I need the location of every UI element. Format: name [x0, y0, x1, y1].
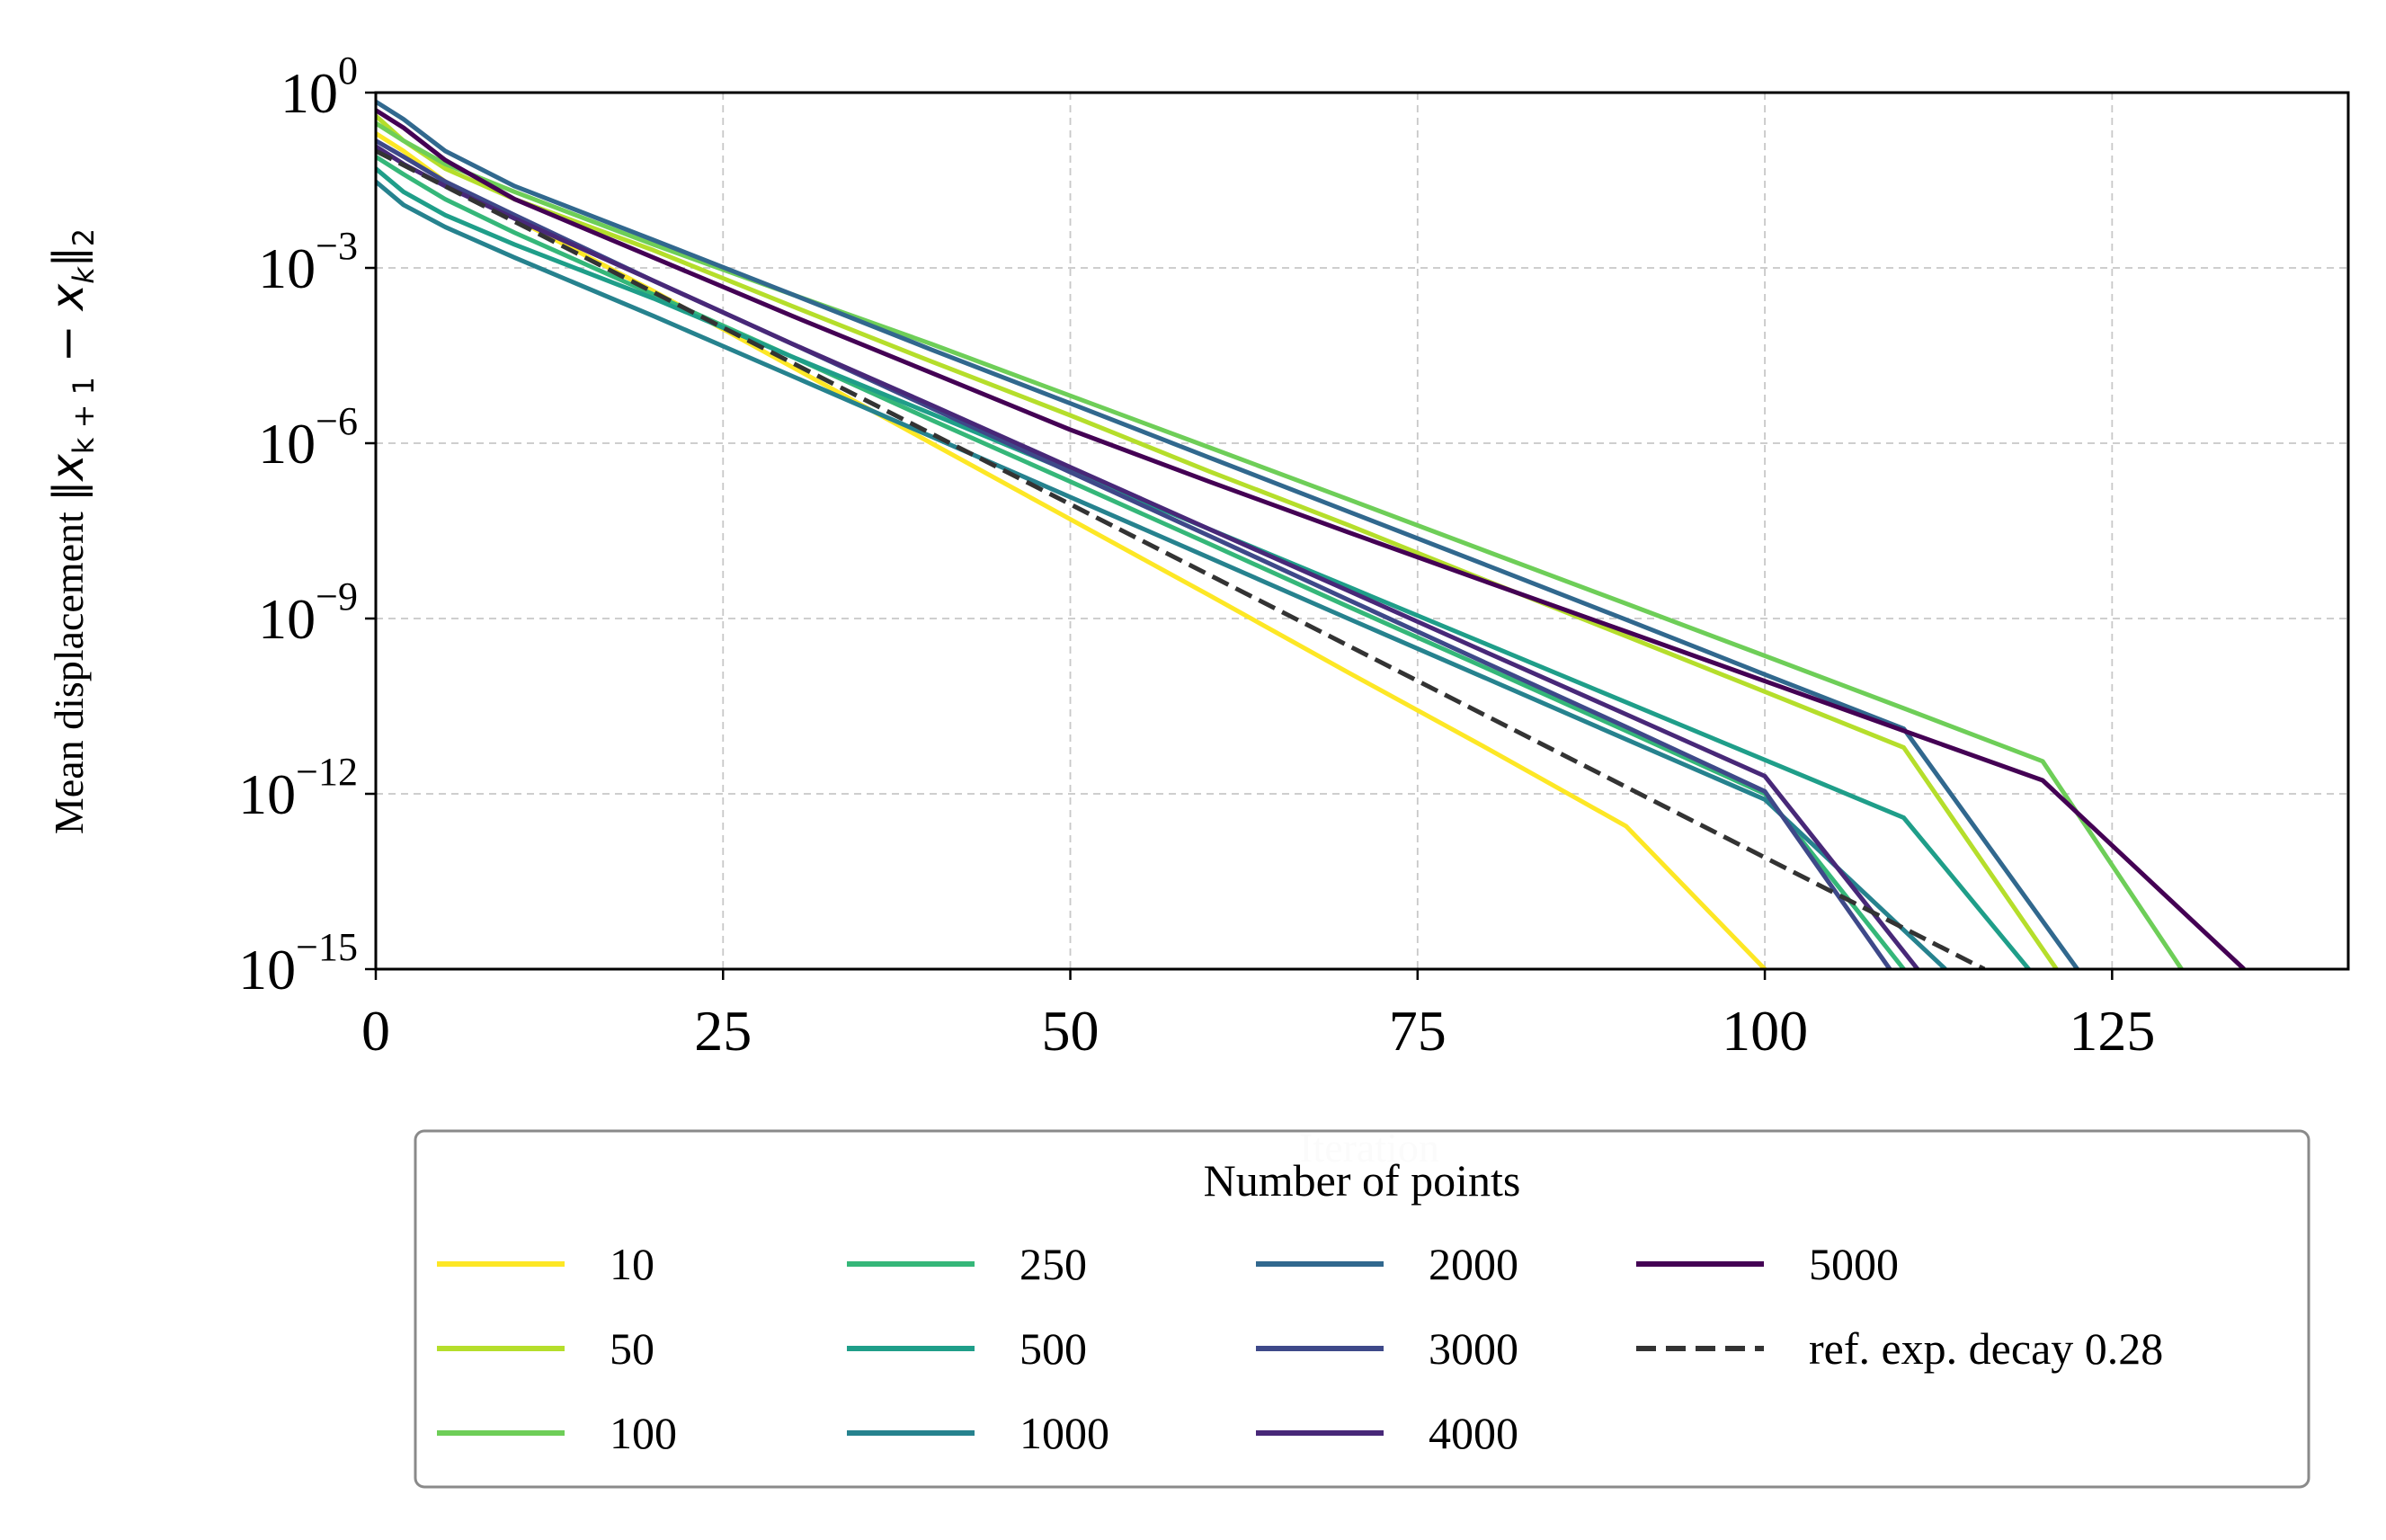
plot-frame [374, 91, 2350, 971]
legend-label: 250 [1019, 1239, 1087, 1289]
legend-label: 100 [610, 1408, 677, 1458]
series-line-250 [376, 155, 1906, 969]
y-tick-label: 10−15 [238, 925, 358, 1001]
y-axis-label: Mean displacement ‖xk + 1 − xk‖2 [41, 228, 101, 834]
legend: Number of points 10 50 100 250 500 1000 2000 300… [414, 1129, 2310, 1489]
legend-label: 500 [1019, 1323, 1087, 1374]
series-line-2000 [376, 99, 2079, 969]
legend-label: 50 [610, 1323, 654, 1374]
x-tick-label: 25 [694, 999, 752, 1063]
x-tick-label: 50 [1042, 999, 1100, 1063]
y-tick-label: 10−6 [258, 399, 358, 476]
y-tick-label: 100 [280, 49, 358, 125]
series-line-ref-exp-decay-0-28 [376, 148, 1986, 969]
x-tick-label: 125 [2069, 999, 2155, 1063]
plot-series [376, 99, 2246, 969]
series-line-50 [376, 114, 2059, 969]
legend-box [414, 1129, 2310, 1489]
series-line-3000 [376, 138, 1892, 969]
x-tick-label: 0 [361, 999, 390, 1063]
legend-title: Number of points [1204, 1155, 1521, 1206]
y-tick-label: 10−12 [238, 750, 358, 826]
series-line-1000 [376, 180, 1947, 969]
legend-label: 2000 [1429, 1239, 1518, 1289]
x-tick-label: 75 [1389, 999, 1447, 1063]
legend-label: 4000 [1429, 1408, 1518, 1458]
legend-label: 3000 [1429, 1323, 1518, 1374]
legend-label: 10 [610, 1239, 654, 1289]
legend-label: 1000 [1019, 1408, 1109, 1458]
y-tick-label: 10−3 [258, 224, 358, 300]
y-tick-label: 10−9 [258, 574, 358, 651]
legend-label: 5000 [1809, 1239, 1899, 1289]
axes: 0 25 50 75 100 125 100 10−3 10−6 10−9 10−12 10−15 Me… [41, 49, 2350, 1171]
series-line-5000 [376, 108, 2246, 969]
legend-label: ref. exp. decay 0.28 [1809, 1323, 2163, 1374]
x-tick-label: 100 [1722, 999, 1808, 1063]
